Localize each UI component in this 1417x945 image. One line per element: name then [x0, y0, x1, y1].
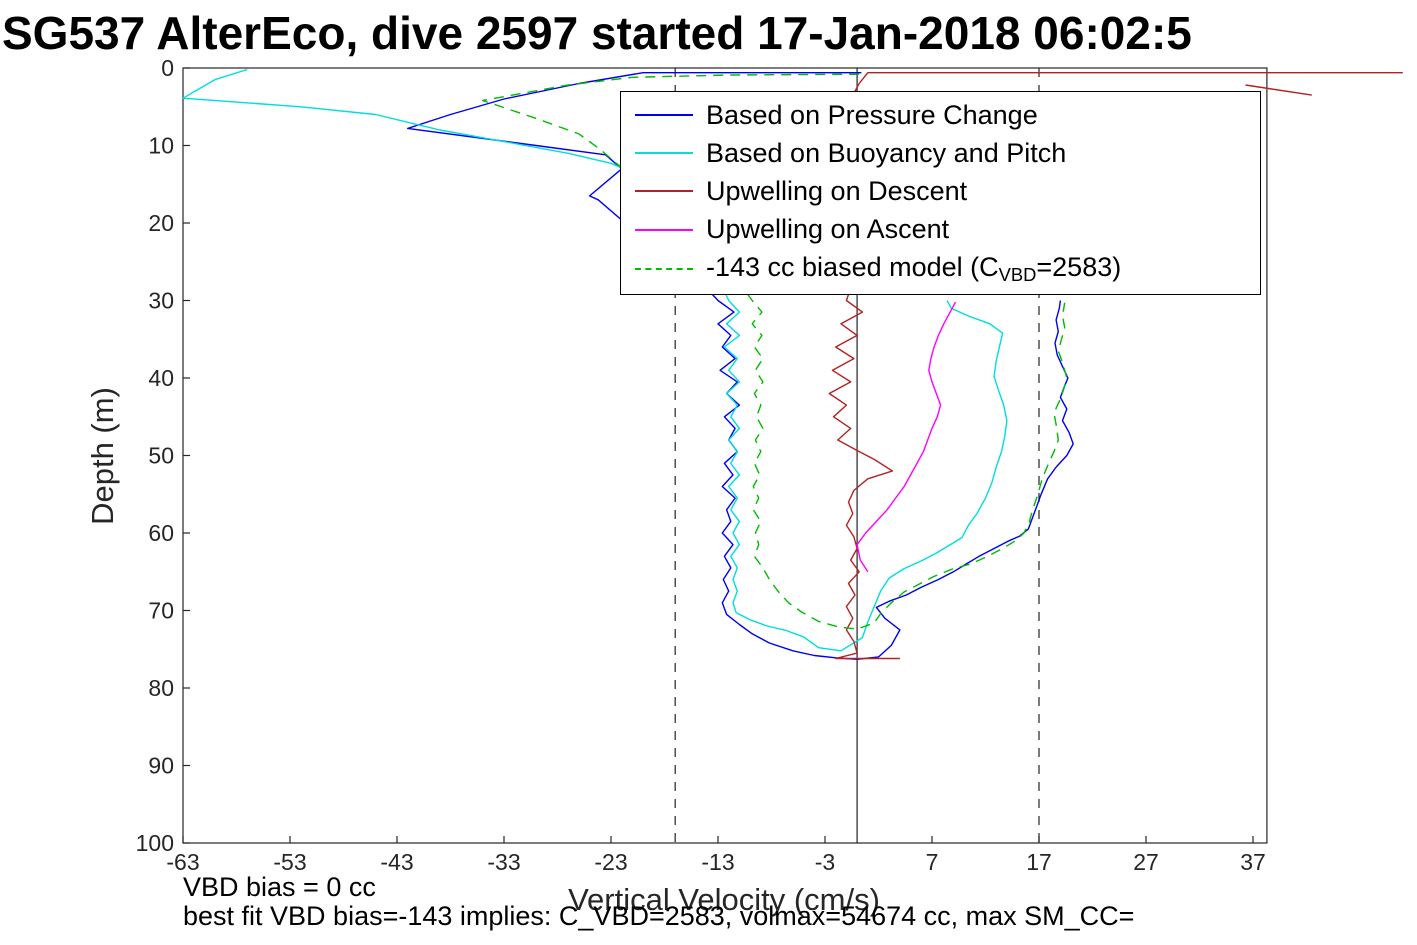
legend-line-sample — [635, 152, 693, 155]
series-143-cc-biased-model-c-vbd-2583 — [481, 73, 1068, 630]
y-tick-label: 90 — [148, 753, 174, 779]
x-tick-label: 27 — [1133, 849, 1159, 875]
best-fit-annotation: best fit VBD bias=-143 implies: C_VBD=25… — [183, 901, 1135, 931]
legend-entry: Based on Buoyancy and Pitch — [621, 138, 1260, 169]
y-tick-label: 40 — [148, 365, 174, 391]
y-tick-label: 50 — [148, 443, 174, 469]
legend-entry: Upwelling on Ascent — [621, 214, 1260, 245]
x-tick-label: 17 — [1026, 849, 1052, 875]
x-tick-label: -43 — [380, 849, 413, 875]
y-tick-label: 100 — [136, 830, 174, 856]
x-tick-label: -13 — [701, 849, 734, 875]
series-based-on-pressure-change — [407, 71, 1074, 660]
y-tick-label: 80 — [148, 675, 174, 701]
legend[interactable]: Based on Pressure Change Based on Buoyanc… — [620, 91, 1261, 295]
y-tick-label: 10 — [148, 133, 174, 159]
y-tick-label: 70 — [148, 598, 174, 624]
legend-entry: Upwelling on Descent — [621, 176, 1260, 207]
x-tick-label: -63 — [166, 849, 199, 875]
y-tick-label: 0 — [161, 55, 174, 81]
legend-entry-label: Based on Buoyancy and Pitch — [706, 137, 1067, 168]
legend-line-sample — [635, 114, 693, 117]
legend-line-sample — [635, 268, 693, 271]
legend-entry-label: Upwelling on Descent — [706, 175, 968, 206]
plot-title: SG537 AlterEco, dive 2597 started 17-Jan… — [2, 7, 1192, 59]
x-tick-label: 7 — [926, 849, 939, 875]
legend-line-sample — [635, 228, 693, 231]
legend-line-sample — [635, 190, 693, 193]
x-tick-label: 37 — [1240, 849, 1266, 875]
series-upwelling-on-ascent — [856, 301, 957, 573]
legend-entry: Based on Pressure Change — [621, 100, 1260, 131]
legend-entry-label: -143 cc biased model (CVBD=2583) — [706, 252, 1122, 286]
y-tick-label: 20 — [148, 210, 174, 236]
vbd-bias-annotation: VBD bias = 0 cc — [183, 872, 376, 902]
legend-entry-label: Upwelling on Ascent — [706, 214, 950, 245]
x-tick-label: -23 — [594, 849, 627, 875]
series-based-on-buoyancy-and-pitch — [182, 68, 1008, 652]
legend-entry: -143 cc biased model (CVBD=2583) — [621, 252, 1260, 286]
series-upwelling-on-descent — [1245, 84, 1312, 96]
x-tick-label: -3 — [815, 849, 835, 875]
y-tick-label: 30 — [148, 288, 174, 314]
x-axis-label: Vertical Velocity (cm/s) — [568, 882, 880, 917]
x-tick-label: -53 — [273, 849, 306, 875]
y-tick-label: 60 — [148, 520, 174, 546]
legend-entry-label: Based on Pressure Change — [706, 99, 1038, 130]
x-tick-label: -33 — [487, 849, 520, 875]
y-axis-label: Depth (m) — [85, 387, 120, 525]
